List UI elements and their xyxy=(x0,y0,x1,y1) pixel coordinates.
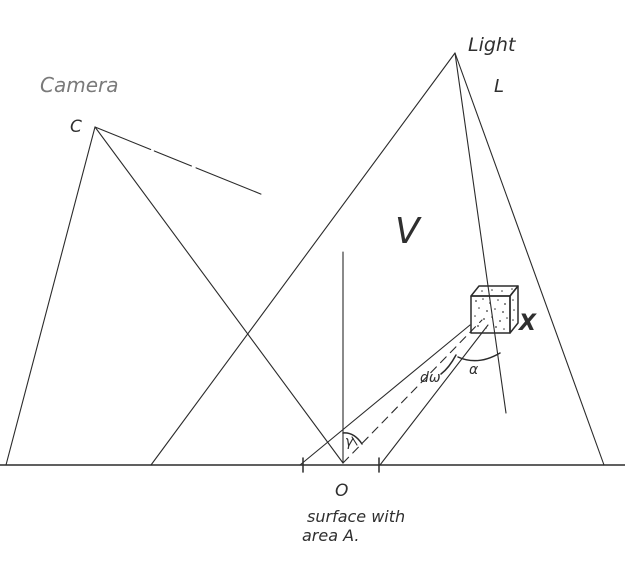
cone-edge-right xyxy=(379,324,489,466)
light-ray-inner xyxy=(454,52,507,414)
camera-label: Camera xyxy=(40,73,119,97)
surface-caption-line1: surface with xyxy=(307,507,405,526)
voxel-cube xyxy=(470,285,519,334)
cube-side-face xyxy=(509,285,519,334)
cone-center-dashed xyxy=(342,319,483,464)
cone-edge-left xyxy=(299,324,471,466)
gamma-label: γ xyxy=(345,434,354,450)
voxel-label: X xyxy=(517,311,537,336)
gamma-arc xyxy=(342,432,363,445)
light-cone xyxy=(150,52,605,466)
gamma-arc-tick xyxy=(351,436,358,446)
camera-ray-to-origin xyxy=(94,126,344,464)
alpha-arc xyxy=(457,352,501,362)
light-point-label: L xyxy=(494,76,504,97)
light-label: Light xyxy=(468,34,517,56)
camera-frustum xyxy=(5,126,344,466)
alpha-label: α xyxy=(469,362,479,378)
volume-label: V xyxy=(395,211,422,252)
light-ray-left xyxy=(150,52,456,466)
surface-caption-line2: area A. xyxy=(302,526,359,545)
camera-ray-left xyxy=(5,126,96,466)
cube-speckle xyxy=(474,288,515,330)
origin-label: O xyxy=(335,481,348,501)
domega-arc xyxy=(440,354,457,375)
light-ray-right xyxy=(454,52,605,466)
camera-point-label: C xyxy=(70,117,82,137)
solid-angle-cone xyxy=(299,319,489,473)
solid-angle-label: dω xyxy=(420,370,441,386)
camera-ray-upper xyxy=(94,126,284,204)
